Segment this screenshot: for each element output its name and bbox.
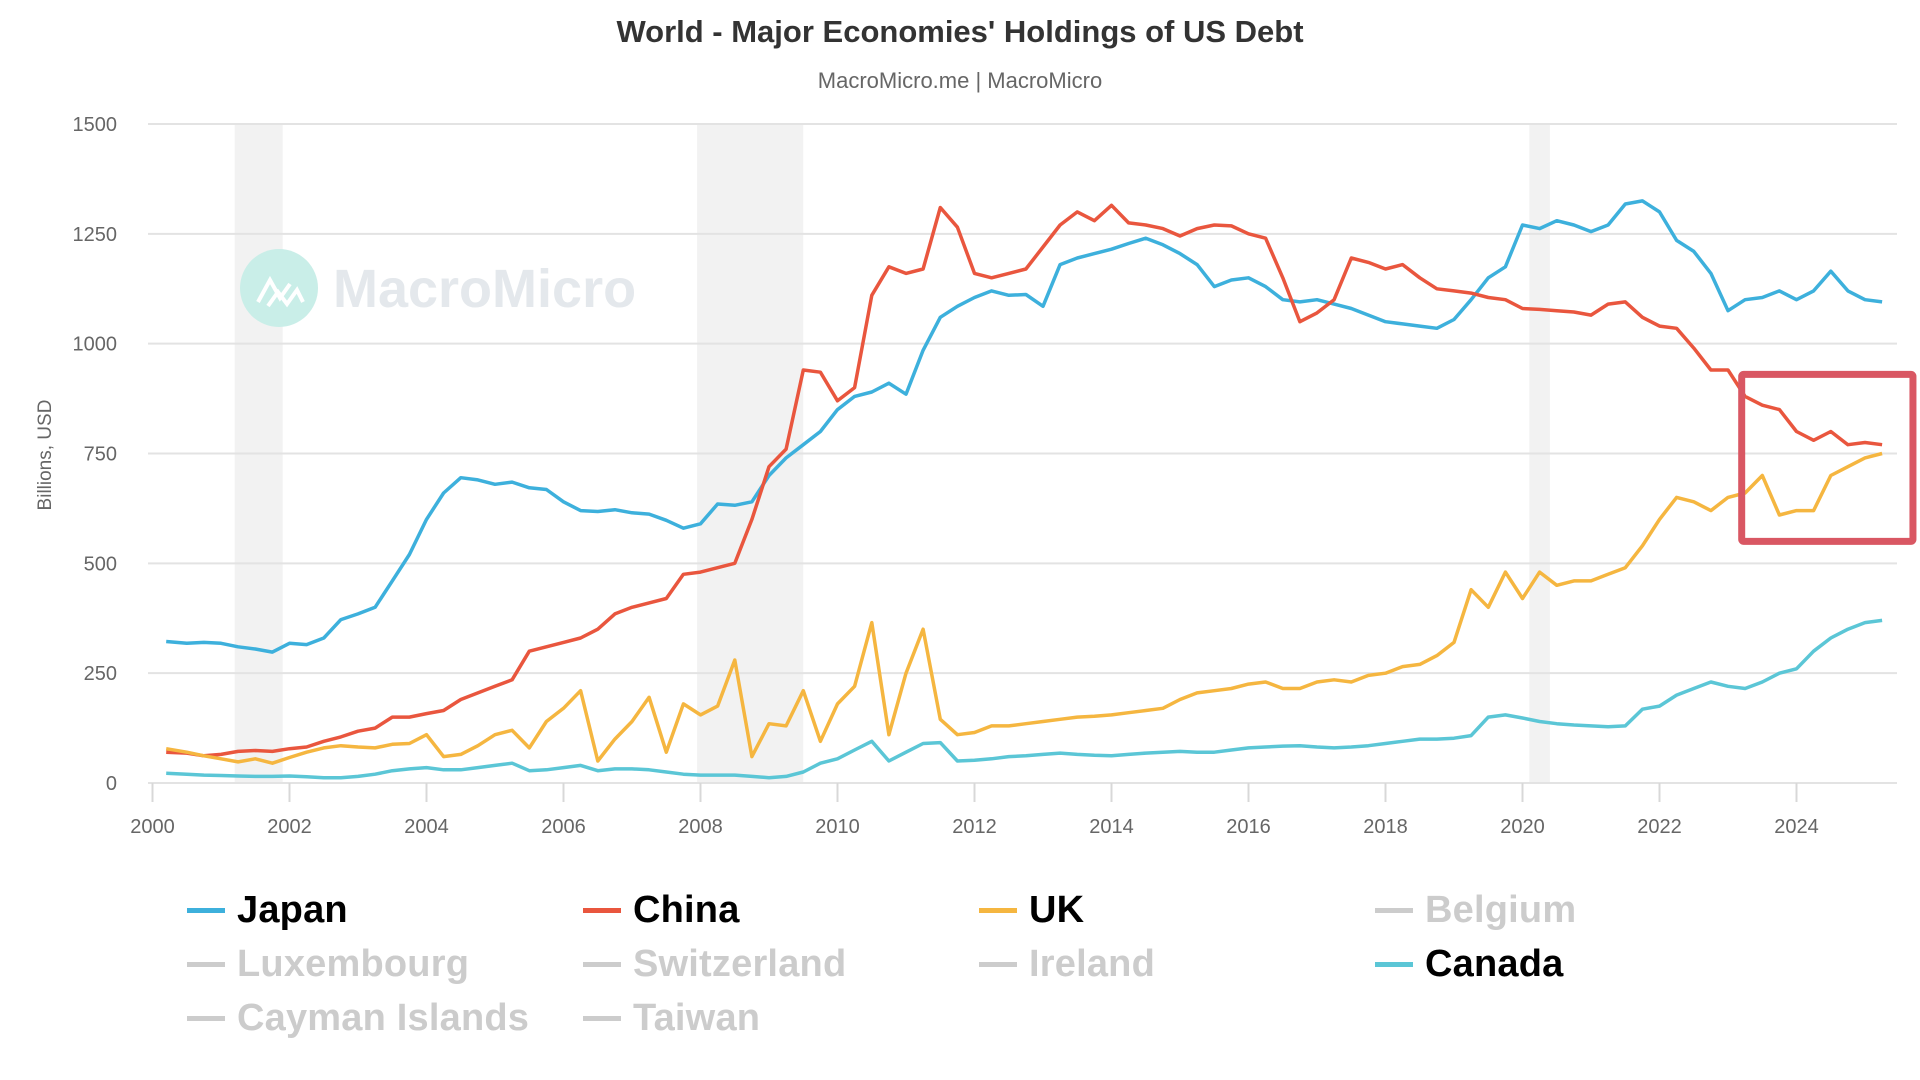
chart-subtitle: MacroMicro.me | MacroMicro <box>817 68 1103 93</box>
y-tick-label: 750 <box>84 444 117 466</box>
x-tick-label: 2000 <box>130 816 175 838</box>
x-tick-label: 2014 <box>1089 816 1134 838</box>
legend-swatch-icon <box>583 907 621 913</box>
legend-swatch-icon <box>187 907 225 913</box>
x-tick-label: 2008 <box>678 816 723 838</box>
legend-label: Taiwan <box>633 996 761 1039</box>
legend-label: China <box>633 888 740 931</box>
legend-item-ireland[interactable]: Ireland <box>979 940 1155 988</box>
legend-swatch-icon <box>1375 961 1413 967</box>
legend-item-japan[interactable]: Japan <box>187 886 348 934</box>
y-axis: 0 250 500 750 1000 1250 1500 <box>73 114 118 795</box>
legend-item-switzerland[interactable]: Switzerland <box>583 940 846 988</box>
legend-item-luxembourg[interactable]: Luxembourg <box>187 940 469 988</box>
x-tick-label: 2016 <box>1226 816 1271 838</box>
watermark: MacroMicro <box>240 249 636 327</box>
chart-title: World - Major Economies' Holdings of US … <box>616 14 1304 49</box>
legend-item-cayman-islands[interactable]: Cayman Islands <box>187 994 529 1042</box>
x-tick-label: 2012 <box>952 816 997 838</box>
legend-swatch-icon <box>187 961 225 967</box>
legend-item-china[interactable]: China <box>583 886 740 934</box>
series-line-china[interactable] <box>166 203 1883 758</box>
legend-swatch-icon <box>187 1015 225 1021</box>
highlight-box <box>1738 370 1917 545</box>
x-tick-label: 2002 <box>267 816 312 838</box>
x-tick-label: 2020 <box>1500 816 1545 838</box>
legend-label: Japan <box>237 888 348 931</box>
x-tick-label: 2022 <box>1637 816 1682 838</box>
legend-item-belgium[interactable]: Belgium <box>1375 886 1576 934</box>
legend-label: Canada <box>1425 942 1564 985</box>
y-tick-label: 0 <box>106 773 117 795</box>
series-line-uk[interactable] <box>165 451 1883 765</box>
y-axis-title: Billions, USD <box>35 400 56 511</box>
x-tick-label: 2004 <box>404 816 449 838</box>
legend-label: Ireland <box>1029 942 1155 985</box>
x-axis: 2000 2002 2004 2006 2008 2010 2012 2014 2016 2018… <box>130 783 1819 838</box>
x-tick-label: 2018 <box>1363 816 1408 838</box>
legend-item-canada[interactable]: Canada <box>1375 940 1563 988</box>
legend-swatch-icon <box>979 907 1017 913</box>
legend-swatch-icon <box>979 961 1017 967</box>
y-tick-label: 1500 <box>73 114 118 136</box>
watermark-chart-glyph-2 <box>266 286 305 308</box>
series-lines <box>165 199 1883 780</box>
legend-label: Cayman Islands <box>237 996 530 1039</box>
legend-label: Belgium <box>1425 888 1577 931</box>
legend: Japan China UK Belgium Luxembourg Switzerland… <box>0 880 1920 1080</box>
watermark-text: MacroMicro <box>333 259 636 319</box>
legend-item-taiwan[interactable]: Taiwan <box>583 994 760 1042</box>
series-line-canada[interactable] <box>166 618 1883 780</box>
legend-swatch-icon <box>1375 907 1413 913</box>
legend-label: Switzerland <box>633 942 847 985</box>
y-tick-label: 1250 <box>73 224 118 246</box>
x-tick-label: 2024 <box>1774 816 1819 838</box>
x-tick-label: 2010 <box>815 816 860 838</box>
series-line-japan[interactable] <box>166 199 1883 654</box>
legend-swatch-icon <box>583 961 621 967</box>
legend-swatch-icon <box>583 1015 621 1021</box>
watermark-logo-icon <box>240 249 318 327</box>
x-tick-label: 2006 <box>541 816 586 838</box>
legend-label: Luxembourg <box>237 942 470 985</box>
legend-label: UK <box>1029 888 1085 931</box>
y-tick-label: 500 <box>84 553 117 575</box>
y-tick-label: 250 <box>84 663 117 685</box>
y-tick-label: 1000 <box>73 334 118 356</box>
legend-item-uk[interactable]: UK <box>979 886 1084 934</box>
gridlines <box>148 123 1897 784</box>
watermark-chart-glyph <box>256 275 292 303</box>
